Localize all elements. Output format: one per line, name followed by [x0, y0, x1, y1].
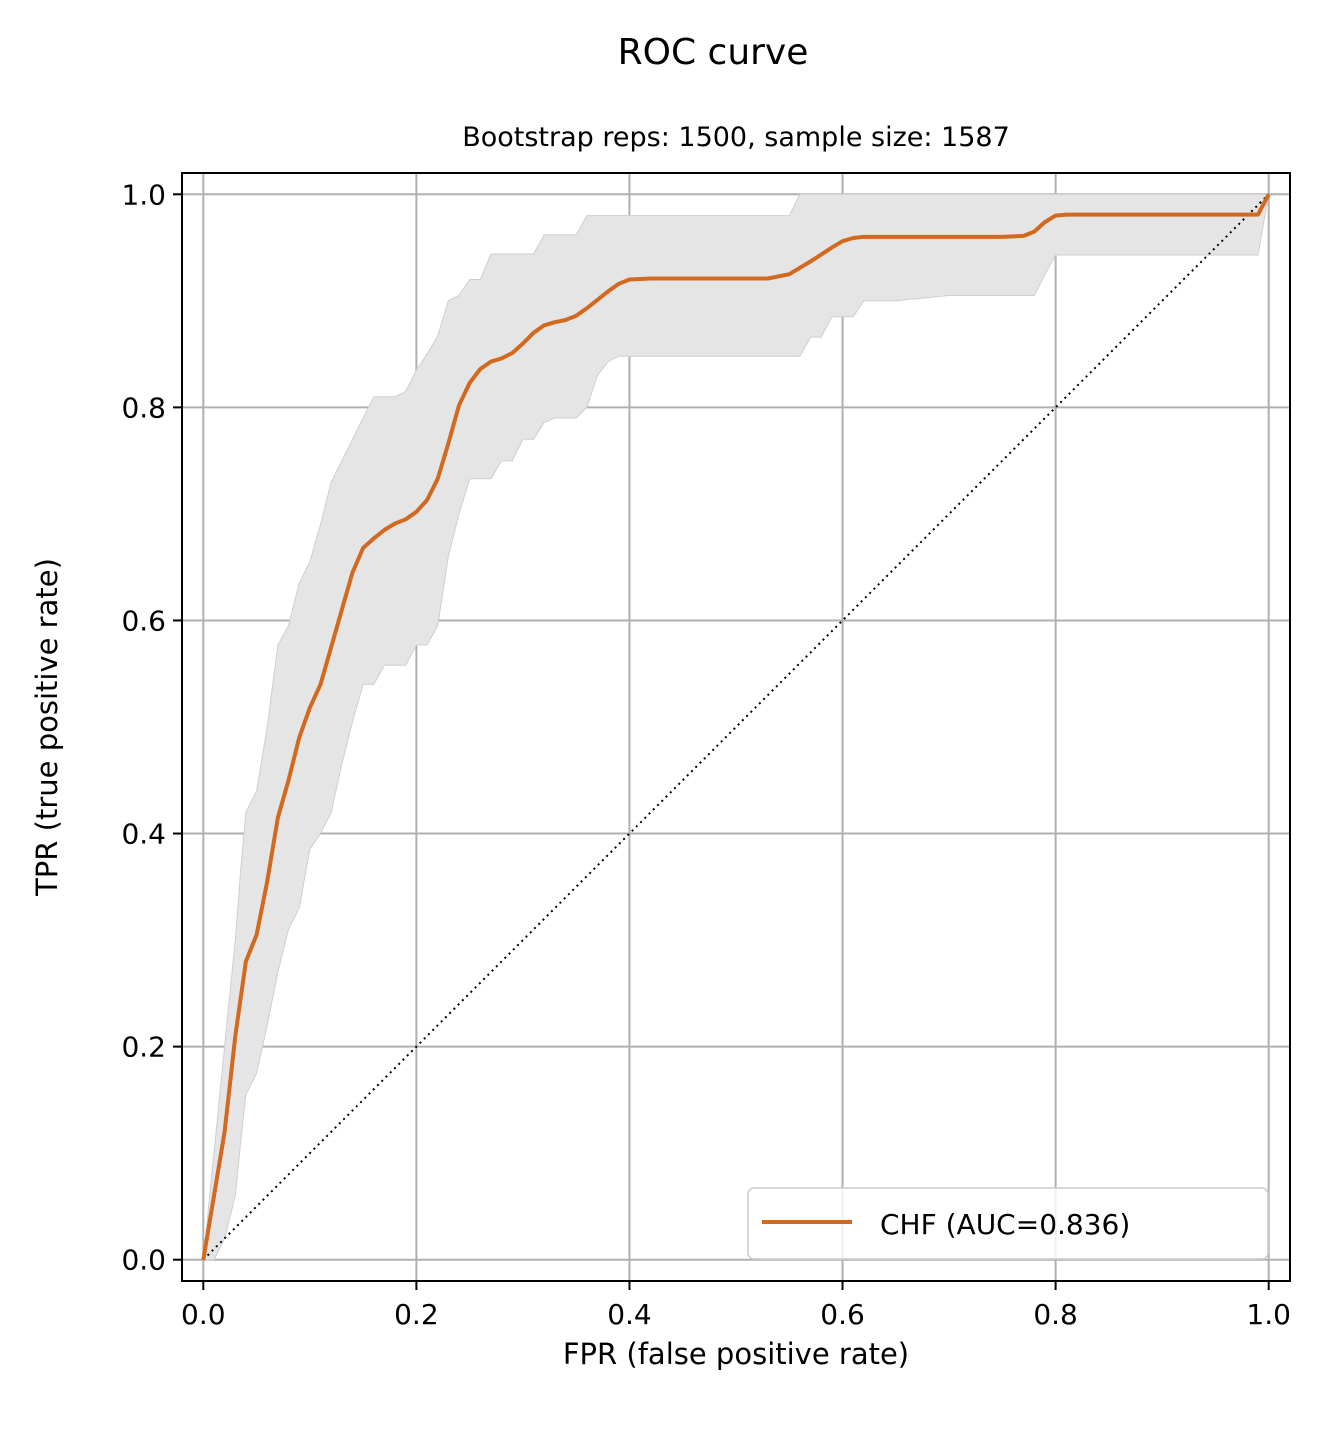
plot-frame — [181, 172, 1291, 1282]
chart-subtitle: Bootstrap reps: 1500, sample size: 1587 — [462, 122, 1010, 153]
y-tick-label: 0.6 — [121, 604, 166, 637]
y-tick-label: 0.4 — [121, 818, 166, 851]
x-axis-ticks: 0.0 0.2 0.4 0.6 0.8 1.0 — [181, 1281, 1291, 1331]
x-tick-label: 1.0 — [1246, 1298, 1291, 1331]
legend-box — [747, 1187, 1269, 1260]
reference-diagonal-line — [202, 193, 1270, 1261]
legend-label: CHF (AUC=0.836) — [880, 1208, 1130, 1241]
x-axis-label: FPR (false positive rate) — [563, 1337, 909, 1371]
x-tick-label: 0.6 — [820, 1298, 865, 1331]
y-tick-label: 0.8 — [121, 391, 166, 424]
roc-curve-line — [201, 193, 1271, 1261]
y-tick-label: 1.0 — [121, 178, 166, 211]
x-tick-label: 0.0 — [181, 1298, 226, 1331]
y-tick-label: 0.0 — [121, 1244, 166, 1277]
y-axis-ticks: 0.0 0.2 0.4 0.6 0.8 1.0 — [121, 178, 182, 1277]
grid-lines — [182, 173, 1290, 1281]
y-axis-label: TPR (true positive rate) — [30, 558, 64, 897]
x-tick-label: 0.2 — [394, 1298, 439, 1331]
x-tick-label: 0.8 — [1033, 1298, 1078, 1331]
x-tick-label: 0.4 — [607, 1298, 652, 1331]
legend: CHF (AUC=0.836) — [747, 1187, 1269, 1260]
y-tick-label: 0.2 — [121, 1031, 166, 1064]
chart-title: ROC curve — [618, 32, 809, 73]
